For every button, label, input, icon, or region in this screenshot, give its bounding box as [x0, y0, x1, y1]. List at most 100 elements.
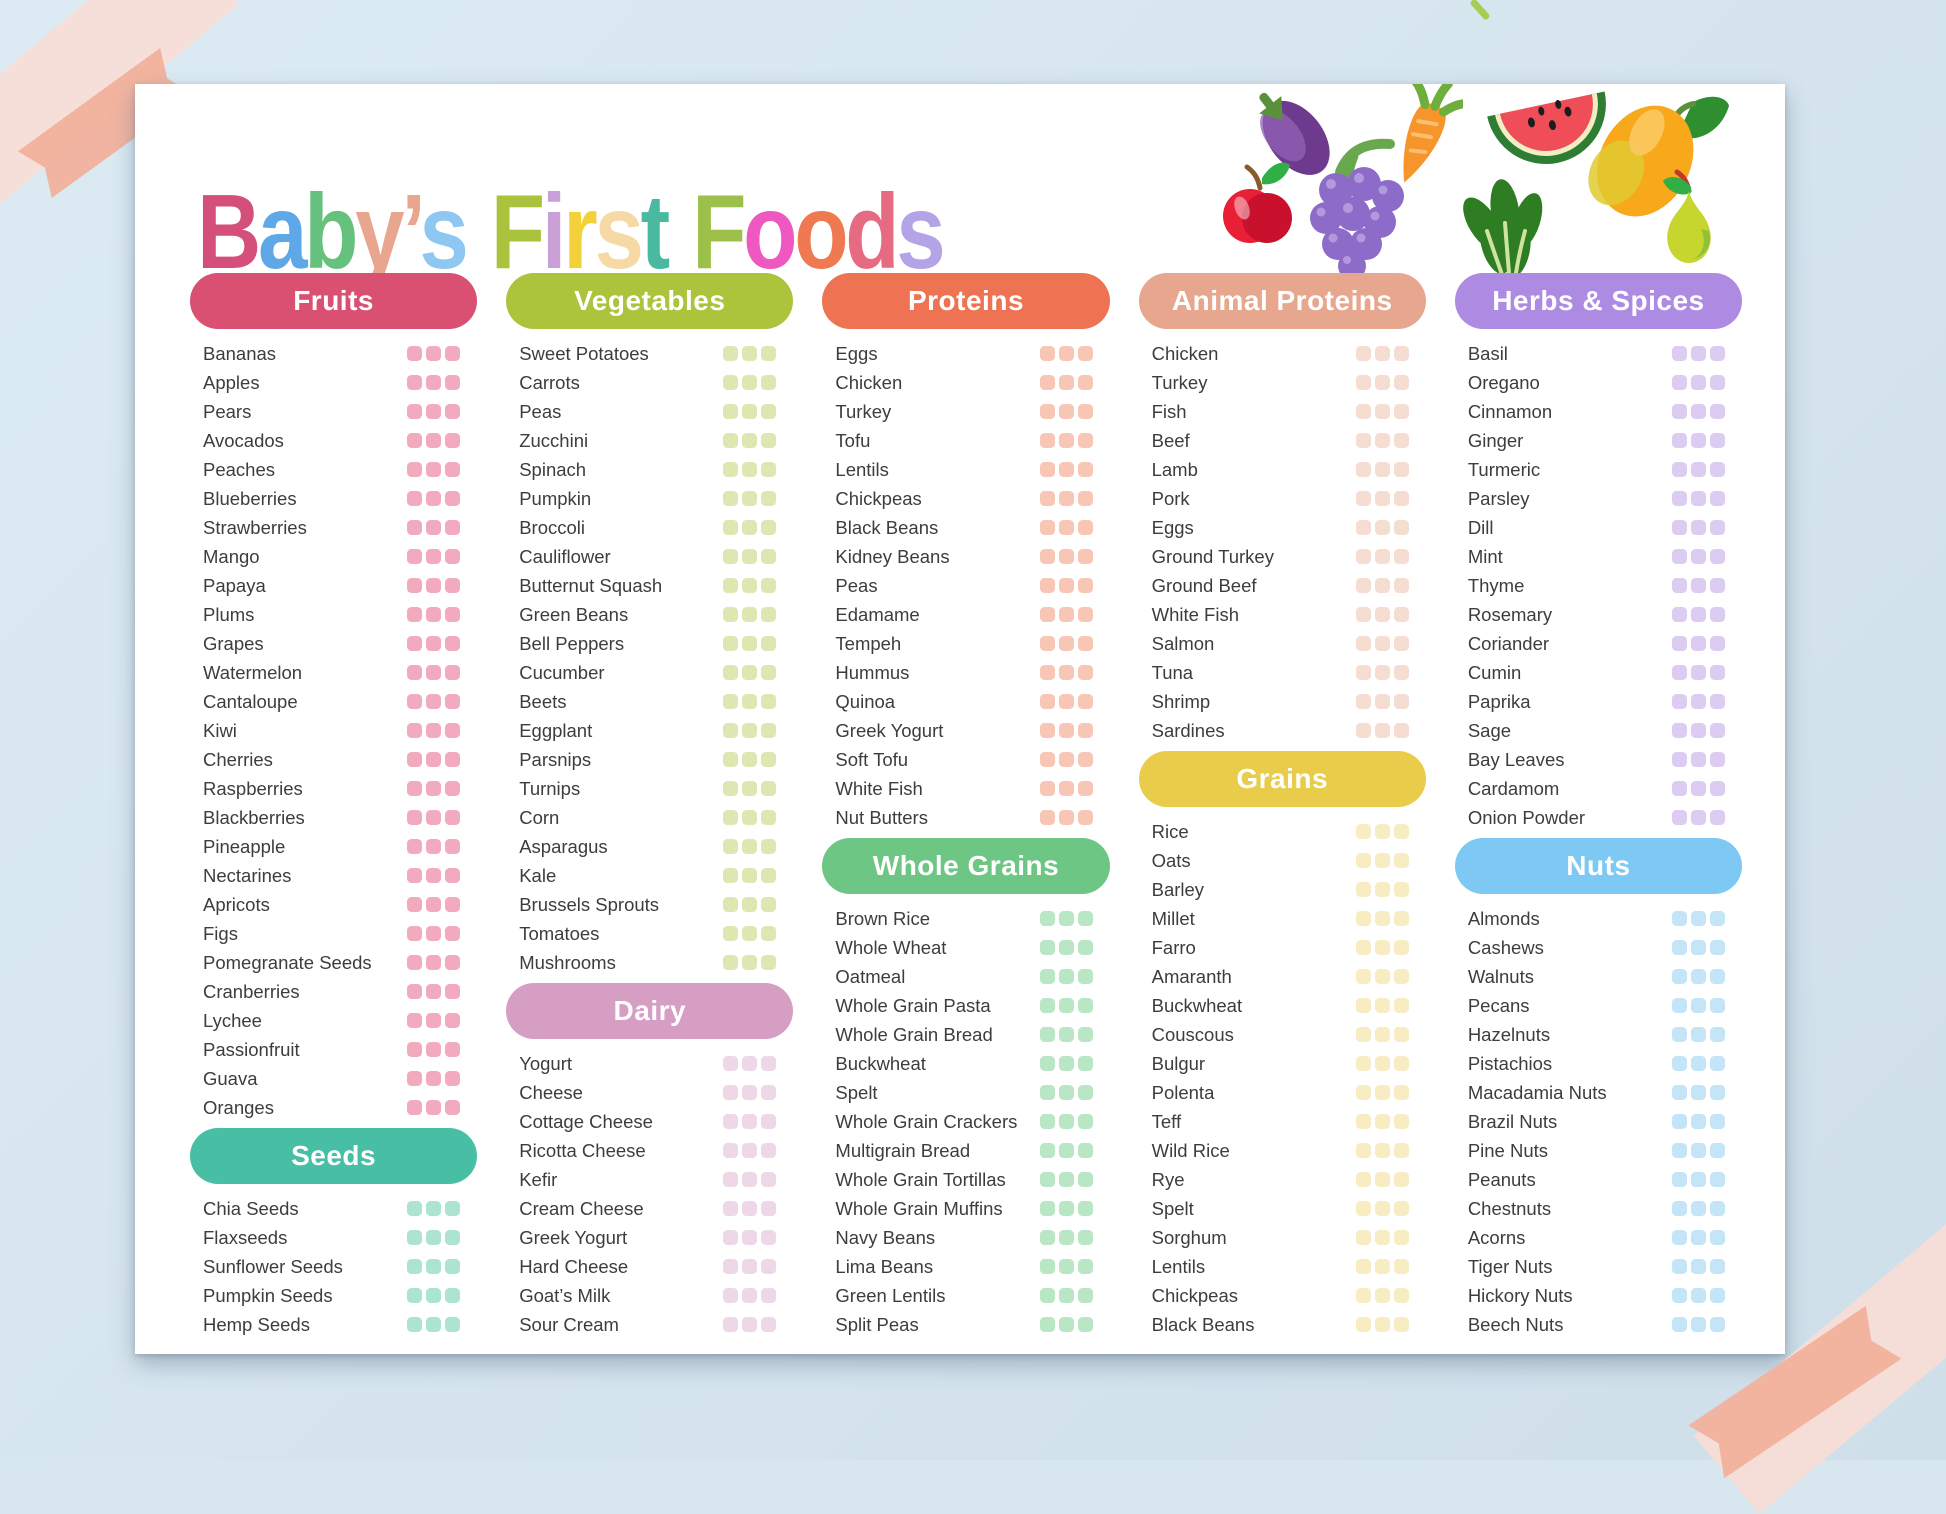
checkbox[interactable]	[1374, 433, 1390, 448]
checkbox[interactable]	[1393, 882, 1409, 897]
checkbox[interactable]	[1058, 1259, 1074, 1274]
checkbox[interactable]	[407, 375, 423, 390]
checkbox[interactable]	[1077, 578, 1093, 593]
checkbox[interactable]	[1691, 375, 1707, 390]
checkbox[interactable]	[1672, 969, 1688, 984]
checkbox[interactable]	[1691, 636, 1707, 651]
checkbox[interactable]	[1374, 853, 1390, 868]
checkbox[interactable]	[1672, 911, 1688, 926]
checkbox[interactable]	[761, 752, 777, 767]
checkbox[interactable]	[742, 346, 758, 361]
checkbox[interactable]	[723, 1114, 739, 1129]
checkbox[interactable]	[1393, 1056, 1409, 1071]
checkbox[interactable]	[1393, 462, 1409, 477]
checkbox[interactable]	[1039, 969, 1055, 984]
checkbox[interactable]	[1039, 462, 1055, 477]
checkbox[interactable]	[1058, 1085, 1074, 1100]
checkbox[interactable]	[1691, 1288, 1707, 1303]
checkbox[interactable]	[761, 491, 777, 506]
checkbox[interactable]	[1672, 1201, 1688, 1216]
checkbox[interactable]	[407, 723, 423, 738]
checkbox[interactable]	[445, 752, 461, 767]
checkbox[interactable]	[445, 404, 461, 419]
checkbox[interactable]	[1710, 346, 1726, 361]
checkbox[interactable]	[426, 1288, 442, 1303]
checkbox[interactable]	[1058, 375, 1074, 390]
checkbox[interactable]	[445, 1259, 461, 1274]
checkbox[interactable]	[1672, 1027, 1688, 1042]
checkbox[interactable]	[1374, 1172, 1390, 1187]
checkbox[interactable]	[1355, 998, 1371, 1013]
checkbox[interactable]	[1393, 549, 1409, 564]
checkbox[interactable]	[1691, 940, 1707, 955]
checkbox[interactable]	[742, 1201, 758, 1216]
checkbox[interactable]	[407, 1230, 423, 1245]
checkbox[interactable]	[445, 694, 461, 709]
checkbox[interactable]	[1355, 665, 1371, 680]
checkbox[interactable]	[1374, 723, 1390, 738]
checkbox[interactable]	[723, 520, 739, 535]
checkbox[interactable]	[426, 520, 442, 535]
checkbox[interactable]	[1039, 1143, 1055, 1158]
checkbox[interactable]	[1355, 969, 1371, 984]
checkbox[interactable]	[1393, 911, 1409, 926]
checkbox[interactable]	[426, 1042, 442, 1057]
checkbox[interactable]	[1058, 636, 1074, 651]
checkbox[interactable]	[1672, 520, 1688, 535]
checkbox[interactable]	[426, 1013, 442, 1028]
checkbox[interactable]	[742, 723, 758, 738]
checkbox[interactable]	[1710, 1143, 1726, 1158]
checkbox[interactable]	[1672, 940, 1688, 955]
checkbox[interactable]	[1672, 462, 1688, 477]
checkbox[interactable]	[1039, 636, 1055, 651]
checkbox[interactable]	[426, 1100, 442, 1115]
checkbox[interactable]	[1039, 810, 1055, 825]
checkbox[interactable]	[1393, 1085, 1409, 1100]
checkbox[interactable]	[1039, 1259, 1055, 1274]
checkbox[interactable]	[1039, 520, 1055, 535]
checkbox[interactable]	[1672, 1114, 1688, 1129]
checkbox[interactable]	[1355, 520, 1371, 535]
checkbox[interactable]	[723, 1288, 739, 1303]
checkbox[interactable]	[1672, 1317, 1688, 1332]
checkbox[interactable]	[742, 1172, 758, 1187]
checkbox[interactable]	[1710, 911, 1726, 926]
checkbox[interactable]	[426, 1259, 442, 1274]
checkbox[interactable]	[1672, 810, 1688, 825]
checkbox[interactable]	[723, 1056, 739, 1071]
checkbox[interactable]	[1355, 404, 1371, 419]
checkbox[interactable]	[1672, 607, 1688, 622]
checkbox[interactable]	[1374, 940, 1390, 955]
checkbox[interactable]	[1039, 940, 1055, 955]
checkbox[interactable]	[761, 346, 777, 361]
checkbox[interactable]	[723, 346, 739, 361]
checkbox[interactable]	[1355, 1259, 1371, 1274]
checkbox[interactable]	[407, 549, 423, 564]
checkbox[interactable]	[1710, 1201, 1726, 1216]
checkbox[interactable]	[1058, 1172, 1074, 1187]
checkbox[interactable]	[445, 578, 461, 593]
checkbox[interactable]	[1374, 1201, 1390, 1216]
checkbox[interactable]	[1672, 1230, 1688, 1245]
checkbox[interactable]	[1672, 404, 1688, 419]
checkbox[interactable]	[723, 549, 739, 564]
checkbox[interactable]	[723, 462, 739, 477]
checkbox[interactable]	[1374, 375, 1390, 390]
checkbox[interactable]	[1077, 1143, 1093, 1158]
checkbox[interactable]	[1058, 433, 1074, 448]
checkbox[interactable]	[1058, 752, 1074, 767]
checkbox[interactable]	[1691, 752, 1707, 767]
checkbox[interactable]	[1393, 346, 1409, 361]
checkbox[interactable]	[1039, 375, 1055, 390]
checkbox[interactable]	[1039, 1288, 1055, 1303]
checkbox[interactable]	[1374, 607, 1390, 622]
checkbox[interactable]	[742, 1056, 758, 1071]
checkbox[interactable]	[1355, 1056, 1371, 1071]
checkbox[interactable]	[1691, 1230, 1707, 1245]
checkbox[interactable]	[1039, 752, 1055, 767]
checkbox[interactable]	[426, 810, 442, 825]
checkbox[interactable]	[1355, 940, 1371, 955]
checkbox[interactable]	[1077, 491, 1093, 506]
checkbox[interactable]	[426, 346, 442, 361]
checkbox[interactable]	[1710, 781, 1726, 796]
